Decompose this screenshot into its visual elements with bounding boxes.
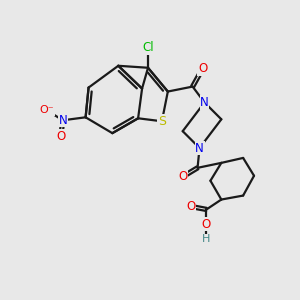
Text: O: O <box>186 200 195 213</box>
Text: H: H <box>202 234 211 244</box>
Text: O: O <box>178 170 187 183</box>
Text: O: O <box>198 62 207 75</box>
Text: N: N <box>195 142 204 154</box>
Text: O: O <box>56 130 65 142</box>
Text: O: O <box>202 218 211 231</box>
Text: S: S <box>158 115 166 128</box>
Text: N: N <box>200 96 209 109</box>
Text: N: N <box>58 114 67 127</box>
Text: O⁻: O⁻ <box>40 105 54 116</box>
Text: Cl: Cl <box>142 41 154 55</box>
